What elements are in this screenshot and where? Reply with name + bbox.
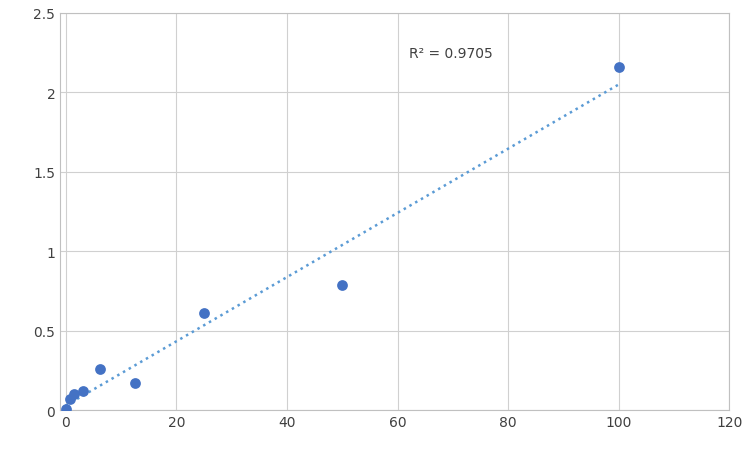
Point xyxy=(64,396,76,403)
Point xyxy=(613,64,625,71)
Point xyxy=(94,365,106,373)
Point xyxy=(129,380,141,387)
Point xyxy=(59,405,71,412)
Point xyxy=(68,391,80,398)
Text: R² = 0.9705: R² = 0.9705 xyxy=(408,47,493,61)
Point xyxy=(336,281,348,289)
Point xyxy=(77,388,89,395)
Point xyxy=(198,310,210,317)
